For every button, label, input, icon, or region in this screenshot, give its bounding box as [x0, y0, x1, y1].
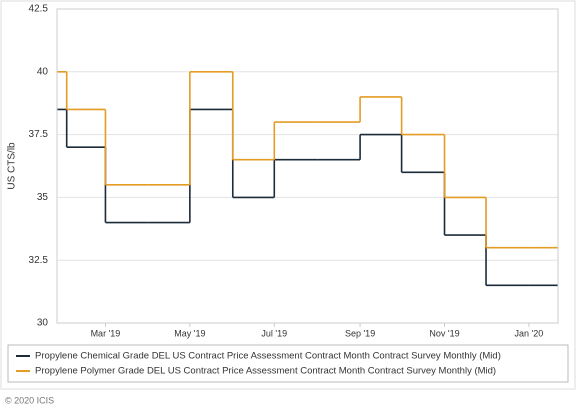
- x-tick-label: Nov '19: [429, 328, 459, 338]
- x-tick-label: Jan '20: [515, 328, 544, 338]
- chart-frame: [0, 0, 576, 390]
- y-tick-label: 30: [37, 318, 49, 329]
- legend-label: Propylene Chemical Grade DEL US Contract…: [35, 351, 501, 362]
- plot-border: [56, 8, 559, 324]
- legend-label: Propylene Polymer Grade DEL US Contract …: [35, 366, 496, 377]
- grid: [57, 8, 558, 324]
- x-tick-label: Jul '19: [261, 328, 287, 338]
- legend: Propylene Chemical Grade DEL US Contract…: [16, 351, 501, 377]
- y-tick-label: 32.5: [29, 255, 49, 266]
- x-tick-label: Mar '19: [91, 328, 121, 338]
- x-tick-label: May '19: [174, 328, 205, 338]
- plot-area: [57, 71, 558, 287]
- y-axis-title: US CTS/lb: [7, 142, 18, 190]
- y-tick-label: 42.5: [29, 4, 49, 15]
- y-tick-label: 37.5: [29, 129, 49, 140]
- legend-box: [7, 344, 569, 383]
- y-tick-label: 40: [37, 66, 49, 77]
- x-tick-label: Sep '19: [345, 328, 375, 338]
- footer: © 2020 ICIS: [5, 395, 54, 405]
- y-tick-label: 35: [37, 192, 49, 203]
